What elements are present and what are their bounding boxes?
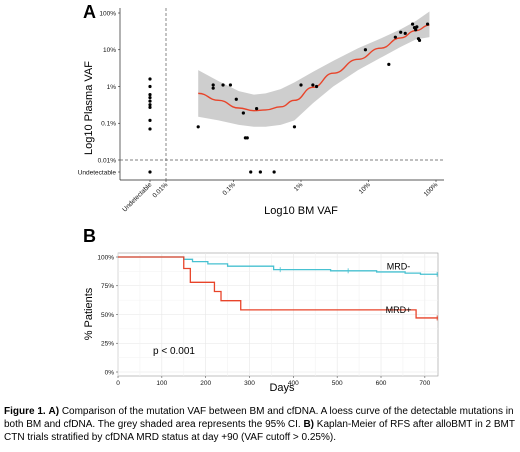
panel-b-letter: B — [83, 226, 96, 246]
panel-a-y-tick-label: 0.1% — [101, 121, 116, 128]
panel-b-x-tick-label: 100 — [156, 380, 167, 387]
panel-a-x-tick-label: 100% — [423, 181, 440, 198]
panel-a-y-tick-label: Undetectable — [78, 169, 117, 176]
caption-figure-label: Figure 1. — [4, 406, 46, 417]
panel-a-x-tick-label: 10% — [358, 181, 372, 195]
caption-b-label: B) — [303, 419, 314, 430]
panel-b-x-tick-label: 0 — [116, 380, 120, 387]
panel-b-chart: B 0%25%50%75%100%0 100 200 300 400 500 600 700 … — [83, 226, 439, 394]
scatter-point — [234, 97, 238, 101]
scatter-point — [314, 84, 319, 89]
scatter-point — [414, 28, 418, 32]
scatter-point — [311, 83, 315, 87]
panel-b-y-tick-label: 50% — [101, 312, 114, 319]
scatter-point — [399, 30, 403, 34]
scatter-point — [387, 62, 391, 66]
panel-a-y-tick-label: 100% — [99, 10, 116, 17]
scatter-point-undetectable-bm — [148, 99, 152, 103]
caption-a-label: A) — [48, 406, 60, 417]
panel-a-x-tick-label: 0.01% — [151, 181, 169, 199]
scatter-point — [410, 22, 415, 26]
scatter-point — [245, 136, 249, 140]
km-line-mrd — [118, 256, 438, 275]
panel-b-x-tick-label: 300 — [244, 380, 255, 387]
panel-a-x-tick-label: 1% — [293, 181, 305, 193]
km-series-group: MRD- MRD+ — [118, 256, 438, 321]
scatter-point — [272, 170, 276, 174]
panel-b-x-tick-label: 500 — [332, 380, 343, 387]
scatter-point — [211, 83, 215, 87]
panel-b-y-tick-label: 25% — [101, 341, 114, 348]
series-label: MRD- — [387, 261, 411, 271]
scatter-point — [299, 83, 303, 87]
scatter-point — [221, 83, 225, 87]
scatter-point — [417, 38, 422, 42]
scatter-point-undetectable-bm — [148, 93, 152, 97]
panel-b-y-tick-label: 75% — [101, 283, 114, 290]
panel-b-x-tick-label: 600 — [376, 380, 387, 387]
panel-a-chart: A Undetectable0.01%0.1%1%10%100%Undetect… — [78, 2, 444, 217]
panel-b-y-tick-label: 100% — [97, 254, 114, 261]
panel-a-y-tick-label: 0.01% — [98, 157, 117, 164]
scatter-point-undetectable-bm — [148, 95, 152, 100]
panel-b-y-tick-label: 0% — [105, 369, 115, 376]
panel-b-grid — [117, 252, 439, 377]
panel-b-x-title: Days — [269, 382, 295, 394]
panel-a-x-tick-label: 0.1% — [221, 181, 237, 197]
panel-b-axes: 0% 25% 50% 75% 100% 0 100 200 300 400 500 600 700 — [97, 254, 430, 387]
scatter-point-undetectable-bm — [148, 105, 152, 109]
p-value-annotation: p < 0.001 — [153, 346, 195, 357]
scatter-point — [211, 86, 215, 90]
panel-b-y-title: % Patients — [83, 287, 95, 340]
panel-b-x-tick-label: 700 — [419, 380, 430, 387]
loess-curve — [198, 24, 430, 112]
panel-b-x-tick-label: 400 — [288, 380, 299, 387]
scatter-point — [258, 170, 262, 174]
km-line-mrd — [118, 256, 438, 319]
caption-b-text: Kaplan-Meier of RFS after alloBMT in 2 B… — [4, 419, 515, 443]
scatter-point — [249, 170, 253, 174]
scatter-point — [228, 83, 233, 87]
scatter-point-undetectable-bm — [148, 127, 152, 131]
panel-a-x-title: Log10 BM VAF — [264, 205, 338, 217]
panel-a-y-title: Log10 Plasma VAF — [83, 61, 95, 155]
loess-curve-group — [198, 24, 430, 112]
panel-a-y-tick-label: 10% — [103, 47, 116, 54]
series-label: MRD+ — [386, 305, 412, 315]
scatter-point — [393, 35, 397, 39]
panel-a-y-tick-label: 1% — [107, 84, 117, 91]
caption-a-text: Comparison of the mutation VAF between B… — [4, 406, 514, 430]
ci-band — [198, 11, 430, 127]
scatter-point — [241, 111, 245, 115]
scatter-point-undetectable-bm — [148, 170, 152, 174]
ci-band-group — [198, 11, 430, 127]
panel-b-x-tick-label: 200 — [200, 380, 211, 387]
scatter-point — [425, 22, 430, 26]
scatter-point-undetectable-bm — [148, 103, 152, 107]
scatter-point — [255, 107, 259, 111]
figure-caption: Figure 1. A) Comparison of the mutation … — [4, 405, 516, 444]
scatter-point-undetectable-bm — [148, 77, 152, 81]
scatter-point — [292, 125, 297, 129]
scatter-point — [403, 31, 407, 35]
scatter-point — [196, 125, 200, 129]
panel-a-x-tick-label: Undetectable — [121, 181, 153, 213]
scatter-point — [415, 25, 419, 29]
scatter-point — [363, 48, 368, 52]
scatter-point-undetectable-bm — [148, 84, 152, 89]
panel-a-letter: A — [83, 2, 96, 22]
scatter-points-group — [148, 22, 430, 174]
scatter-point-undetectable-bm — [148, 118, 152, 122]
